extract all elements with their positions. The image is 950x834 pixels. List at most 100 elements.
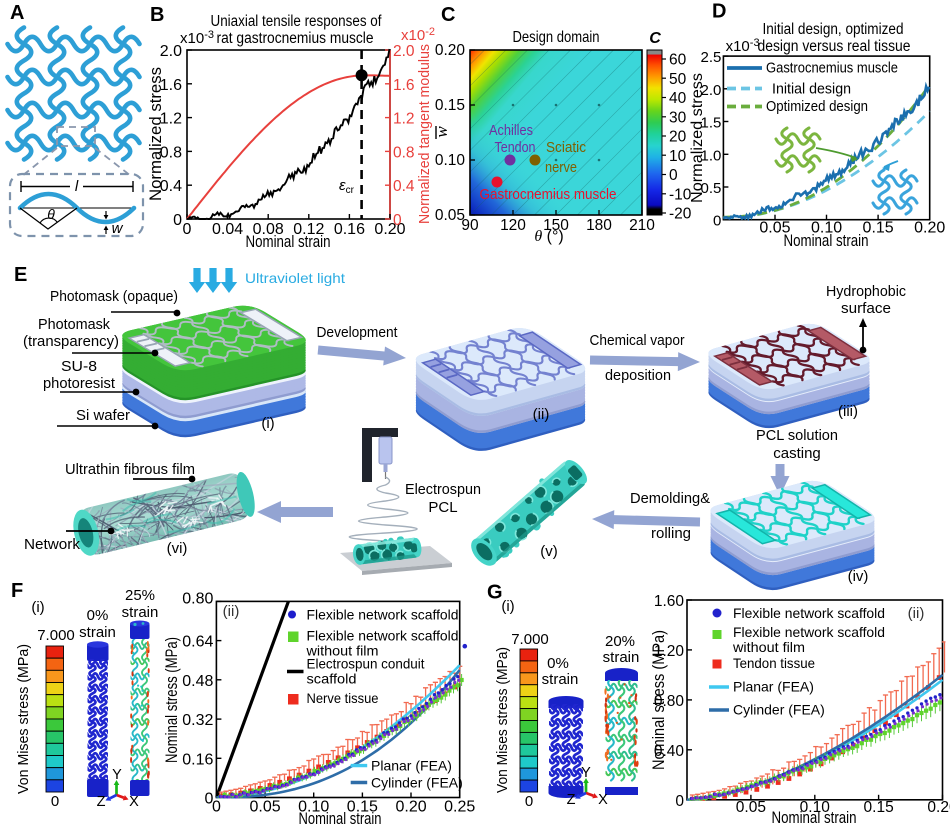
svg-text:Photomask (opaque): Photomask (opaque) bbox=[50, 289, 178, 305]
svg-text:Flexible network scaffold: Flexible network scaffold bbox=[307, 607, 459, 623]
svg-text:0.15: 0.15 bbox=[435, 97, 465, 114]
svg-text:0.20: 0.20 bbox=[435, 42, 466, 59]
svg-text:0.12: 0.12 bbox=[293, 221, 324, 238]
svg-text:(transparency): (transparency) bbox=[23, 334, 119, 350]
svg-text:0: 0 bbox=[51, 793, 59, 810]
svg-text:40: 40 bbox=[669, 90, 687, 107]
svg-text:Development: Development bbox=[317, 324, 399, 341]
svg-text:design versus real tissue: design versus real tissue bbox=[758, 38, 911, 55]
svg-text:150: 150 bbox=[543, 217, 569, 234]
svg-text:(ii): (ii) bbox=[223, 603, 240, 620]
svg-text:w: w bbox=[432, 126, 451, 138]
svg-text:180: 180 bbox=[586, 217, 612, 234]
svg-text:Gastrocnemius muscle: Gastrocnemius muscle bbox=[766, 61, 898, 77]
svg-text:0.10: 0.10 bbox=[811, 220, 842, 237]
svg-text:casting: casting bbox=[773, 445, 821, 462]
svg-text:l: l bbox=[75, 178, 79, 195]
svg-text:Von Mises stress (MPa): Von Mises stress (MPa) bbox=[494, 647, 511, 793]
svg-text:w: w bbox=[112, 220, 124, 237]
svg-text:210: 210 bbox=[629, 217, 655, 234]
svg-text:(iii): (iii) bbox=[838, 403, 858, 420]
svg-text:Nerve tissue: Nerve tissue bbox=[307, 690, 379, 706]
svg-text:Normalized stress: Normalized stress bbox=[147, 67, 165, 201]
svg-text:E: E bbox=[14, 264, 27, 286]
svg-text:(v): (v) bbox=[540, 543, 558, 560]
svg-text:X: X bbox=[129, 794, 139, 810]
svg-text:25%: 25% bbox=[125, 587, 155, 604]
svg-text:Initial design, optimized: Initial design, optimized bbox=[763, 21, 904, 38]
svg-text:0: 0 bbox=[183, 221, 192, 238]
svg-text:(iv): (iv) bbox=[848, 568, 869, 585]
svg-text:0.64: 0.64 bbox=[182, 634, 213, 651]
svg-text:0.32: 0.32 bbox=[182, 712, 213, 729]
svg-text:0.48: 0.48 bbox=[182, 673, 213, 690]
svg-text:deposition: deposition bbox=[605, 367, 671, 384]
svg-text:Flexible network scaffold: Flexible network scaffold bbox=[307, 628, 459, 644]
svg-text:0: 0 bbox=[212, 799, 221, 816]
svg-text:0: 0 bbox=[713, 213, 721, 230]
svg-text:Nominal strain: Nominal strain bbox=[246, 233, 331, 251]
svg-text:0.25: 0.25 bbox=[444, 799, 475, 816]
svg-text:2.5: 2.5 bbox=[701, 49, 722, 66]
svg-text:Demolding&: Demolding& bbox=[630, 490, 710, 507]
svg-text:0: 0 bbox=[675, 793, 684, 810]
svg-text:Planar (FEA): Planar (FEA) bbox=[371, 758, 452, 774]
svg-text:without film: without film bbox=[732, 639, 805, 655]
svg-text:surface: surface bbox=[841, 300, 891, 317]
svg-text:0.05: 0.05 bbox=[249, 799, 280, 816]
svg-text:Normalized stress: Normalized stress bbox=[689, 73, 706, 203]
svg-text:rat gastrocnemius muscle: rat gastrocnemius muscle bbox=[217, 30, 374, 47]
svg-text:1.6: 1.6 bbox=[393, 77, 415, 94]
svg-text:Hydrophobic: Hydrophobic bbox=[826, 283, 906, 300]
svg-text:strain: strain bbox=[79, 624, 116, 641]
svg-text:PCL: PCL bbox=[428, 499, 457, 516]
svg-text:1.5: 1.5 bbox=[701, 115, 722, 132]
svg-text:G: G bbox=[487, 582, 503, 604]
svg-text:1.2: 1.2 bbox=[393, 111, 415, 128]
svg-text:0.05: 0.05 bbox=[759, 220, 790, 237]
svg-text:Chemical vapor: Chemical vapor bbox=[590, 332, 685, 349]
svg-text:Si wafer: Si wafer bbox=[76, 408, 130, 424]
svg-text:30: 30 bbox=[669, 109, 687, 126]
svg-text:20%: 20% bbox=[605, 633, 635, 650]
svg-text:Flexible network scaffold: Flexible network scaffold bbox=[733, 624, 885, 640]
svg-text:θ: θ bbox=[47, 206, 55, 222]
svg-text:D: D bbox=[712, 1, 726, 23]
svg-text:0.80: 0.80 bbox=[182, 590, 213, 607]
svg-text:Tendon: Tendon bbox=[495, 140, 536, 156]
svg-text:Nominal strain: Nominal strain bbox=[772, 809, 857, 827]
svg-text:0.16: 0.16 bbox=[334, 221, 365, 238]
svg-text:Normalized tangent modulus: Normalized tangent modulus bbox=[416, 44, 433, 224]
svg-text:F: F bbox=[11, 580, 23, 602]
svg-text:0: 0 bbox=[204, 791, 213, 808]
svg-text:0.4: 0.4 bbox=[393, 178, 415, 195]
svg-text:0: 0 bbox=[173, 212, 182, 229]
svg-text:0: 0 bbox=[525, 793, 533, 810]
svg-text:(ii): (ii) bbox=[533, 406, 550, 423]
svg-text:(ii): (ii) bbox=[908, 605, 925, 622]
svg-text:50: 50 bbox=[669, 71, 687, 88]
svg-text:0.8: 0.8 bbox=[160, 144, 182, 161]
svg-text:1.2: 1.2 bbox=[160, 111, 182, 128]
svg-text:0.10: 0.10 bbox=[800, 799, 831, 816]
svg-text:Cylinder (FEA): Cylinder (FEA) bbox=[371, 775, 463, 791]
svg-text:0.15: 0.15 bbox=[864, 799, 894, 816]
svg-text:7.000: 7.000 bbox=[511, 631, 549, 648]
svg-text:1.6: 1.6 bbox=[160, 77, 182, 94]
svg-text:Y: Y bbox=[112, 767, 122, 783]
svg-text:0.15: 0.15 bbox=[863, 220, 894, 237]
svg-text:PCL solution: PCL solution bbox=[756, 427, 838, 444]
svg-text:0.10: 0.10 bbox=[435, 152, 466, 169]
svg-text:Ultrathin fibrous film: Ultrathin fibrous film bbox=[65, 462, 195, 478]
svg-text:rolling: rolling bbox=[651, 525, 691, 542]
svg-text:scaffold: scaffold bbox=[307, 671, 357, 687]
svg-text:C: C bbox=[441, 4, 455, 26]
svg-text:strain: strain bbox=[122, 604, 159, 621]
svg-text:20: 20 bbox=[669, 129, 687, 146]
svg-text:Achilles: Achilles bbox=[489, 123, 533, 139]
svg-text:Von Mises stress (MPa): Von Mises stress (MPa) bbox=[15, 644, 32, 794]
svg-text:Nominal stress (MPa): Nominal stress (MPa) bbox=[163, 637, 181, 763]
svg-text:0: 0 bbox=[669, 167, 678, 184]
svg-text:0.20: 0.20 bbox=[927, 799, 950, 816]
svg-text:Sciatic: Sciatic bbox=[546, 140, 586, 156]
